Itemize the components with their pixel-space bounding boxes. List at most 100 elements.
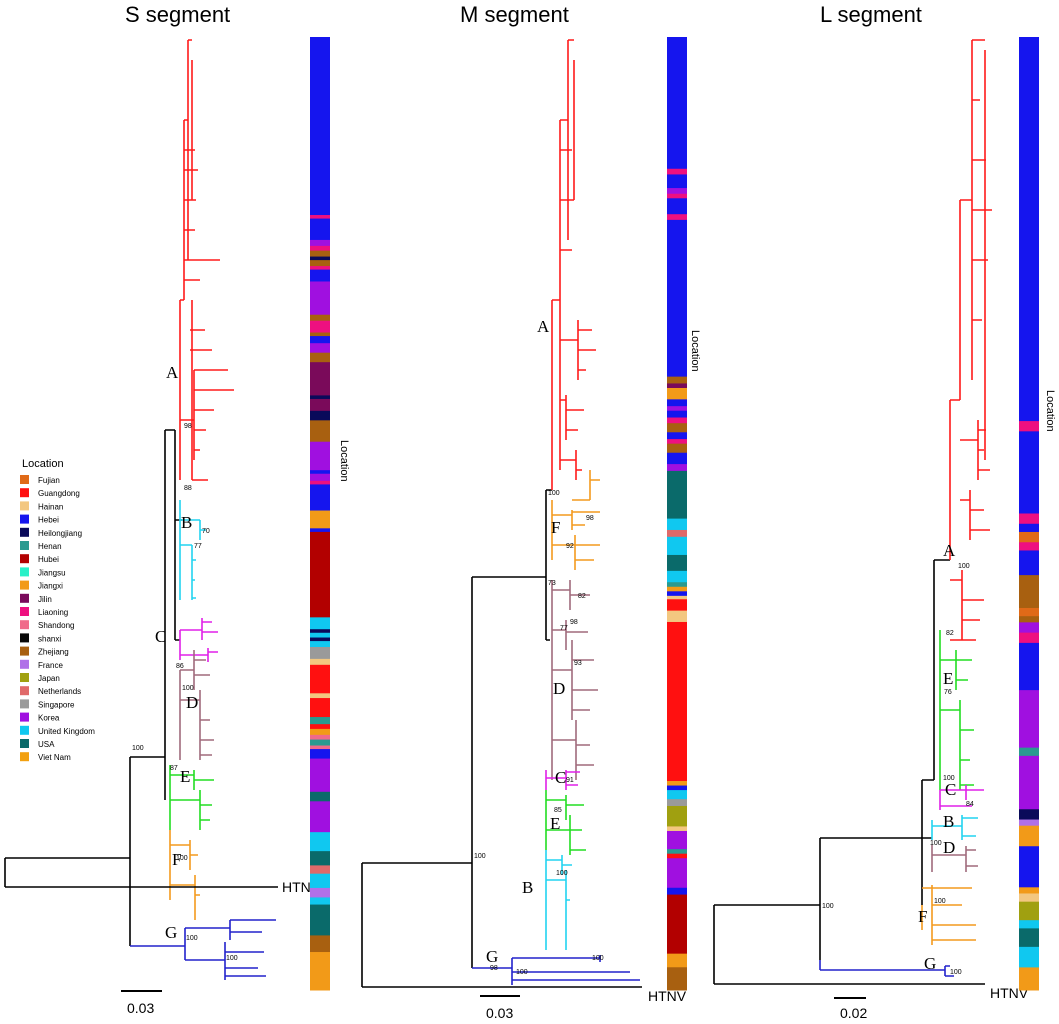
clade-label-g: G <box>486 947 498 966</box>
location-segment <box>1019 550 1039 576</box>
bootstrap-label: 77 <box>194 543 202 550</box>
bootstrap-label: 84 <box>966 801 974 808</box>
legend-label: Liaoning <box>38 608 68 617</box>
location-segment <box>1019 421 1039 432</box>
location-strip-l <box>1019 37 1039 991</box>
location-segment <box>310 250 330 258</box>
clade-g-branches-m <box>472 955 640 985</box>
location-segment <box>1019 928 1039 948</box>
bootstrap-label: 100 <box>182 685 194 692</box>
outgroup-branch-s <box>4 872 278 888</box>
clade-c-branches-s <box>179 618 218 662</box>
clade-g-branches-l <box>819 960 954 977</box>
legend-swatch <box>20 699 29 709</box>
clade-label-b: B <box>522 878 533 897</box>
location-segment <box>667 582 687 588</box>
bootstrap-label: 100 <box>958 563 970 570</box>
location-segment <box>667 410 687 419</box>
clade-label-e: E <box>943 669 953 688</box>
bootstrap-label: 100 <box>186 935 198 942</box>
location-segment <box>310 851 330 866</box>
location-segment <box>667 406 687 412</box>
location-segment <box>310 693 330 699</box>
location-segment <box>667 554 687 572</box>
legend-label: France <box>38 661 63 670</box>
clade-label-a: A <box>943 541 956 560</box>
clade-label-b: B <box>181 513 192 532</box>
legend-swatch <box>20 620 29 630</box>
location-segment <box>1019 632 1039 644</box>
clade-label-e: E <box>180 767 190 786</box>
panel-title-m: M segment <box>460 2 569 27</box>
location-segment <box>310 281 330 316</box>
location-segment <box>310 320 330 334</box>
bootstrap-label: 92 <box>566 543 574 550</box>
bootstrap-label: 98 <box>586 515 594 522</box>
bootstrap-label: 100 <box>930 840 942 847</box>
location-segment <box>1019 531 1039 543</box>
location-segment <box>1019 431 1039 514</box>
legend-label: Heilongjiang <box>38 529 82 538</box>
location-segment <box>310 480 330 485</box>
location-segment <box>667 376 687 384</box>
location-segment <box>667 470 687 520</box>
legend-swatch <box>20 514 29 524</box>
location-segment <box>667 790 687 800</box>
location-segment <box>310 728 330 736</box>
location-segment <box>310 904 330 936</box>
location-segment <box>667 399 687 407</box>
panel-l-segment: L segment 100 100 100 100 100 82 76 84 1… <box>713 2 1056 1021</box>
location-segment <box>310 215 330 220</box>
clade-b-branches-l <box>931 815 978 840</box>
legend-swatch <box>20 752 29 762</box>
location-segment <box>310 739 330 747</box>
legend-swatch <box>20 659 29 669</box>
location-segment <box>667 599 687 612</box>
backbone-branches-l <box>713 559 950 960</box>
location-segment <box>310 749 330 760</box>
bootstrap-label: 100 <box>516 969 528 976</box>
location-segment <box>667 799 687 807</box>
clade-c-branches-l <box>939 785 984 810</box>
location-segment <box>310 617 330 630</box>
location-strip-s <box>310 37 330 991</box>
bootstrap-label: 100 <box>934 898 946 905</box>
location-segment <box>667 417 687 424</box>
clade-e-branches-m <box>545 790 586 855</box>
location-segment <box>310 791 330 802</box>
clade-g-branches-s <box>130 919 276 980</box>
panel-m-segment: M segment 100 100 100 100 98 92 73 82 98… <box>361 2 701 1021</box>
legend-label: United Kingdom <box>38 727 95 736</box>
scale-label-m: 0.03 <box>486 1005 513 1021</box>
clade-e-branches-s <box>169 765 214 830</box>
location-legend: Location Fujian Guangdong Hainan Hebei Heilo… <box>20 458 95 762</box>
location-segment <box>667 383 687 389</box>
bootstrap-label: 100 <box>943 775 955 782</box>
location-segment <box>310 269 330 282</box>
clade-label-c: C <box>155 627 166 646</box>
location-segment <box>310 256 330 261</box>
location-segment <box>667 849 687 855</box>
legend-swatch <box>20 686 29 696</box>
location-segment <box>310 395 330 400</box>
bootstrap-label: 93 <box>574 660 582 667</box>
clade-d-branches-l <box>931 845 978 872</box>
location-segment <box>310 239 330 247</box>
backbone-branches-s <box>4 429 182 946</box>
location-segment <box>310 266 330 271</box>
location-segment <box>1019 819 1039 827</box>
bootstrap-label: 100 <box>556 870 568 877</box>
legend-label: Japan <box>38 674 60 683</box>
legend-swatch <box>20 739 29 748</box>
bootstrap-label: 77 <box>560 625 568 632</box>
panel-title-l: L segment <box>820 2 922 27</box>
location-segment <box>310 897 330 906</box>
legend-label: Jiangsu <box>38 568 66 577</box>
scale-label-s: 0.03 <box>127 1000 154 1016</box>
location-segment <box>310 218 330 241</box>
location-segment <box>667 967 687 991</box>
location-segment <box>667 518 687 531</box>
location-segment <box>1019 523 1039 533</box>
clade-label-d: D <box>943 838 955 857</box>
location-segment <box>310 336 330 344</box>
